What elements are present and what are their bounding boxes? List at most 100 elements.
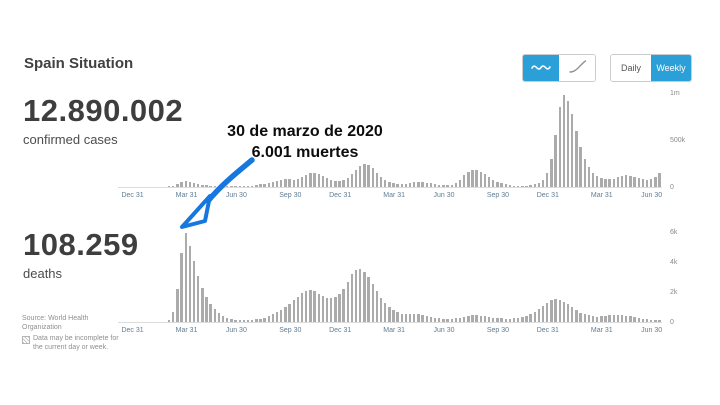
bar	[176, 184, 179, 187]
bar	[367, 164, 370, 187]
weekly-button[interactable]: Weekly	[651, 55, 691, 81]
bar	[413, 313, 416, 322]
bar	[554, 135, 557, 187]
bar	[350, 174, 354, 187]
bar	[462, 175, 466, 187]
bar	[384, 303, 387, 322]
bar	[483, 316, 487, 322]
bar	[533, 184, 537, 187]
bar	[654, 176, 657, 187]
x-axis-label: Jun 30	[641, 192, 663, 199]
chart-footer: Source: World Health Organization Data m…	[22, 315, 126, 352]
bar	[641, 179, 645, 187]
bar	[325, 297, 329, 322]
bar	[521, 185, 524, 187]
deaths-chart	[118, 232, 662, 323]
bar	[392, 310, 395, 322]
cases-chart-x-axis: Dec 31 Mar 31 Jun 30 Sep 30 Dec 31 Mar 31 Jun …	[118, 192, 662, 202]
x-axis-label: Sep 30	[486, 327, 510, 334]
bar	[201, 287, 204, 322]
bar	[571, 307, 574, 322]
bar	[650, 179, 653, 187]
bar	[346, 177, 349, 187]
bar	[209, 304, 212, 322]
bar	[450, 318, 453, 322]
bar	[438, 184, 441, 187]
bar	[238, 186, 241, 187]
confirmed-cases-label: confirmed cases	[23, 132, 118, 147]
bar	[209, 185, 212, 187]
bar	[213, 186, 216, 187]
bar	[637, 177, 640, 187]
bar	[246, 320, 250, 322]
bar	[608, 315, 611, 322]
bar	[575, 310, 578, 322]
bar	[292, 300, 295, 322]
bar	[525, 316, 528, 322]
bar	[300, 177, 304, 187]
x-axis-label: Sep 30	[279, 327, 302, 334]
bar	[479, 315, 482, 322]
bar	[558, 299, 561, 322]
y-axis-label: 1m	[670, 90, 680, 97]
bar	[458, 179, 462, 187]
bar	[587, 167, 591, 187]
bar	[180, 253, 183, 322]
bar	[359, 165, 362, 187]
bar	[263, 183, 266, 187]
bar	[221, 186, 225, 187]
bar	[433, 317, 437, 322]
bar	[338, 180, 341, 187]
bar	[475, 170, 478, 187]
bar	[205, 296, 208, 322]
bar	[305, 290, 308, 322]
bar	[321, 295, 325, 322]
x-axis-label: Mar 31	[383, 192, 406, 199]
bar	[429, 183, 433, 187]
bar	[496, 318, 499, 322]
bar	[442, 318, 445, 322]
bar	[566, 100, 570, 187]
y-axis-label: 500k	[670, 137, 686, 144]
bar	[196, 183, 200, 187]
confirmed-cases-value: 12.890.002	[23, 93, 184, 128]
bar	[221, 315, 225, 322]
bar	[217, 313, 221, 322]
bar	[579, 312, 582, 322]
bar	[633, 176, 636, 187]
bar	[616, 177, 620, 187]
bar	[537, 308, 541, 322]
bar	[525, 185, 528, 187]
daily-change-chart-button[interactable]	[523, 55, 559, 81]
x-axis-label: Mar 31	[590, 327, 613, 334]
bar	[562, 301, 566, 322]
bar	[226, 317, 229, 322]
bar	[595, 316, 599, 322]
bar	[471, 169, 474, 187]
bar	[309, 173, 312, 187]
x-axis-label: Jun 30	[225, 192, 247, 199]
x-axis-label: Mar 31	[175, 327, 198, 334]
bar	[408, 183, 412, 187]
bar	[267, 316, 271, 322]
bar	[504, 318, 507, 322]
bar	[400, 184, 404, 187]
bar	[400, 313, 404, 322]
bar	[226, 186, 229, 187]
bar	[313, 291, 316, 322]
bar	[645, 179, 649, 187]
daily-button[interactable]: Daily	[611, 55, 651, 81]
x-axis-label: Jun 30	[225, 327, 247, 334]
bar	[629, 316, 632, 322]
bar	[421, 181, 424, 187]
bar	[259, 184, 262, 187]
bar	[196, 275, 200, 322]
bar	[396, 183, 399, 187]
bar	[300, 292, 304, 322]
bar	[492, 317, 495, 322]
bar	[184, 232, 187, 322]
cases-chart	[118, 93, 662, 188]
bar	[483, 174, 487, 187]
cumulative-chart-button[interactable]	[559, 55, 595, 81]
bar	[616, 314, 620, 322]
